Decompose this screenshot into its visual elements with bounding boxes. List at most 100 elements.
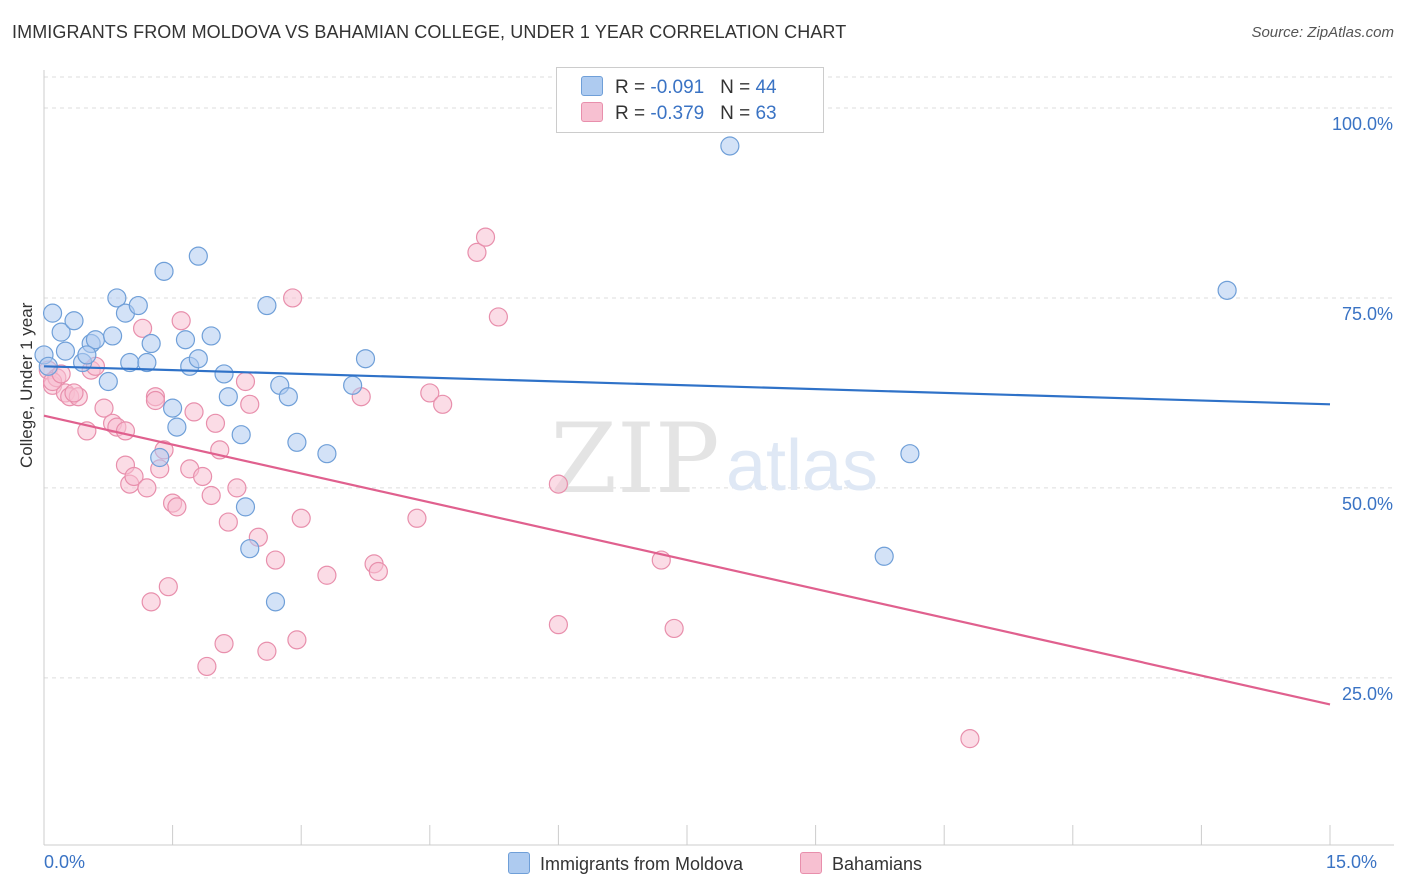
moldova-point <box>218 387 238 407</box>
bahamians-point <box>167 497 187 517</box>
x-tick-label-max: 15.0% <box>1326 852 1378 872</box>
bahamians-point <box>265 550 286 570</box>
legend-r-value: -0.091 <box>650 77 705 98</box>
moldova-point <box>107 288 127 308</box>
moldova-trend-line <box>43 365 1331 406</box>
bahamians-point <box>184 402 204 422</box>
bahamians-point <box>664 618 684 639</box>
y-tick-label: 50.0% <box>1342 494 1393 514</box>
bahamians-point <box>137 478 157 498</box>
moldova-point <box>150 447 170 468</box>
watermark-atlas: atlas <box>726 426 878 506</box>
moldova-point <box>900 444 920 464</box>
moldova-point <box>265 592 286 612</box>
moldova-legend-label: Immigrants from Moldova <box>540 854 744 874</box>
bahamians-point <box>317 565 337 585</box>
moldova-point <box>98 371 118 392</box>
bahamians-point <box>548 474 569 494</box>
legend-row-moldova: R = -0.091 N = 44 <box>581 76 777 102</box>
bahamians-swatch <box>581 102 603 122</box>
moldova-point <box>720 136 740 156</box>
bahamians-point <box>548 615 569 635</box>
trend-lines <box>43 365 1331 706</box>
moldova-points <box>34 136 1237 612</box>
moldova-point <box>55 341 76 361</box>
moldova-point <box>201 326 221 346</box>
bahamians-point <box>64 383 84 403</box>
moldova-point <box>64 311 84 331</box>
bahamians-point <box>197 656 217 677</box>
bahamians-point <box>158 577 178 597</box>
bahamians-point <box>467 242 487 262</box>
bahamians-legend-label: Bahamians <box>832 854 923 874</box>
legend-n-value: 44 <box>755 77 777 98</box>
bahamians-point <box>287 630 307 650</box>
bahamians-point <box>141 592 161 612</box>
bottom-legend-bahamians: Bahamians <box>800 852 922 875</box>
moldova-point <box>287 432 307 452</box>
bahamians-point <box>291 508 311 528</box>
x-tick-label-min: 0.0% <box>44 852 86 872</box>
bahamians-point <box>488 307 508 327</box>
moldova-point <box>77 345 97 365</box>
bahamians-point <box>205 413 226 433</box>
bahamians-legend-swatch <box>800 852 822 874</box>
moldova-point <box>874 546 894 566</box>
legend-r-value: -0.379 <box>650 103 705 124</box>
moldova-point <box>188 246 208 266</box>
y-tick-label: 25.0% <box>1342 684 1393 704</box>
moldova-point <box>317 444 337 464</box>
legend-r-label: R = <box>615 103 651 124</box>
bahamians-point <box>257 641 277 661</box>
moldova-point <box>257 295 277 316</box>
bahamians-point <box>407 508 427 528</box>
source-label: Source: ZipAtlas.com <box>1251 24 1394 41</box>
y-tick-label: 75.0% <box>1342 304 1393 324</box>
moldova-point <box>163 398 183 418</box>
bahamians-point <box>145 390 166 411</box>
chart-title: IMMIGRANTS FROM MOLDOVA VS BAHAMIAN COLL… <box>12 22 847 42</box>
moldova-point <box>278 387 298 407</box>
bahamians-point <box>368 561 388 582</box>
correlation-legend: R = -0.091 N = 44 R = -0.379 N = 63 <box>556 67 824 133</box>
bahamians-point <box>124 466 144 487</box>
moldova-point <box>1217 280 1237 300</box>
bahamians-point <box>240 394 260 414</box>
moldova-point <box>141 333 161 354</box>
moldova-point <box>355 349 376 369</box>
bahamians-point <box>115 421 136 441</box>
bahamians-point <box>235 371 256 392</box>
y-tick-label: 100.0% <box>1332 114 1393 134</box>
bahamians-point <box>420 383 440 403</box>
moldova-point <box>343 375 363 395</box>
legend-n-label: N = <box>720 103 756 124</box>
moldova-point <box>231 425 251 445</box>
bahamians-point <box>193 466 213 487</box>
moldova-point <box>214 364 234 384</box>
moldova-point <box>137 352 157 373</box>
bahamians-trend-line <box>43 414 1331 706</box>
bottom-legend-moldova: Immigrants from Moldova <box>508 852 743 875</box>
bahamians-point <box>960 729 980 749</box>
moldova-point <box>167 417 187 437</box>
watermark-zip: ZIP <box>550 403 719 515</box>
bahamians-points <box>38 227 980 749</box>
legend-n-value: 63 <box>755 103 777 124</box>
bahamians-point <box>475 227 496 247</box>
y-tick-labels: 25.0% 50.0% 75.0% 100.0% <box>1332 114 1393 704</box>
moldova-point <box>154 261 174 281</box>
bahamians-point <box>433 394 453 414</box>
moldova-point <box>175 330 196 350</box>
bahamians-point <box>227 478 247 498</box>
moldova-point <box>42 303 63 323</box>
y-axis-title: College, Under 1 year <box>17 302 36 468</box>
moldova-point <box>102 326 123 346</box>
moldova-point <box>235 497 256 517</box>
moldova-point <box>128 295 148 316</box>
legend-row-bahamians: R = -0.379 N = 63 <box>581 102 777 128</box>
bahamians-point <box>132 318 153 338</box>
moldova-point <box>51 322 71 342</box>
moldova-point <box>188 349 208 369</box>
legend-n-label: N = <box>720 77 756 98</box>
